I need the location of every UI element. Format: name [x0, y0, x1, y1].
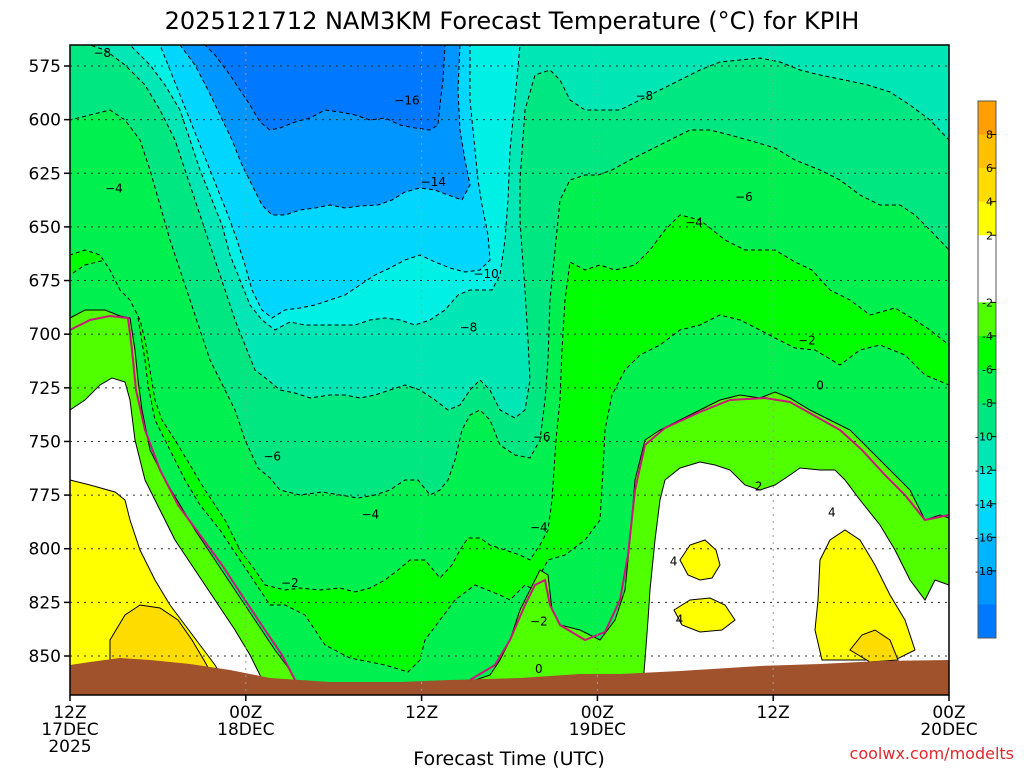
colorbar-label: -10 — [975, 431, 993, 444]
colorbar: 8 6 4 2 -2 -4 -6 -8 -10 -12 -14 -16 -18 — [975, 100, 997, 639]
freezing-line — [469, 396, 949, 681]
contour-label: −4 — [685, 216, 703, 230]
y-tick-label: 600 — [29, 111, 61, 131]
credit-text: coolwx.com/modelts — [850, 744, 1014, 763]
colorbar-band — [978, 537, 996, 572]
contour-label: −4 — [105, 181, 123, 195]
colorbar-band — [978, 604, 996, 639]
contour-label: −8 — [93, 46, 111, 60]
contour-label: −4 — [530, 520, 548, 534]
colorbar-label: -2 — [982, 296, 993, 309]
colorbar-band — [978, 101, 996, 136]
x-axis-label: Forecast Time (UTC) — [413, 748, 604, 768]
colorbar-label: 4 — [986, 196, 993, 209]
x-tick-label: 19DEC — [569, 720, 626, 740]
colorbar-band — [978, 302, 996, 337]
colorbar-band — [978, 470, 996, 505]
region-terrain — [70, 658, 949, 695]
contour-label: −2 — [530, 615, 548, 629]
contour-label: −6 — [735, 190, 753, 204]
contour-label: 4 — [828, 505, 836, 519]
region-temp-4 — [679, 539, 721, 581]
contour-fill-layer — [70, 45, 949, 695]
contour-label: 0 — [816, 379, 824, 393]
x-tick-label: 12Z — [405, 703, 438, 723]
colorbar-label: -14 — [975, 498, 993, 511]
colorbar-label: -8 — [982, 397, 993, 410]
y-tick-label: 750 — [29, 432, 61, 452]
colorbar-band — [978, 134, 996, 169]
colorbar-band — [978, 369, 996, 404]
colorbar-band — [978, 570, 996, 605]
contour-label: −8 — [460, 321, 478, 335]
x-tick-label: 12Z — [757, 703, 790, 723]
colorbar-label: -16 — [975, 531, 993, 544]
y-tick-label: 700 — [29, 325, 61, 345]
contour-label: −14 — [421, 175, 446, 189]
y-tick-label: 800 — [29, 540, 61, 560]
contour-label: −10 — [473, 267, 498, 281]
colorbar-label: -18 — [975, 565, 993, 578]
y-tick-label: 775 — [29, 486, 61, 506]
region-temp-4 — [673, 597, 736, 633]
x-tick-label: 12Z — [53, 703, 86, 723]
contour-label: 4 — [670, 555, 678, 569]
chart-title: 2025121712 NAM3KM Forecast Temperature (… — [165, 7, 860, 35]
colorbar-label: -12 — [975, 464, 993, 477]
contour-label: −2 — [281, 576, 299, 590]
colorbar-label: 8 — [986, 129, 993, 142]
colorbar-label: -4 — [982, 330, 993, 343]
colorbar-band — [978, 403, 996, 438]
y-tick-label: 575 — [29, 57, 61, 77]
colorbar-label: -6 — [982, 364, 993, 377]
contour-label-layer: −8 −4 −16 −14 −10 −8 −8 −6 −4 −2 0 2 4 4 4 −6 −6 −4 −4 −2 −2… — [93, 46, 835, 676]
contour-label: −6 — [533, 430, 551, 444]
colorbar-band — [978, 201, 996, 236]
contour-label: −4 — [361, 507, 379, 521]
contour-label: 4 — [676, 613, 684, 627]
x-tick-label: 20DEC — [920, 720, 977, 740]
y-tick-label: 850 — [29, 647, 61, 667]
plot-frame — [69, 44, 950, 696]
freezing-line — [70, 314, 296, 681]
x-tick-label: 00Z — [229, 703, 262, 723]
x-tick-label: 18DEC — [217, 720, 274, 740]
colorbar-band — [978, 235, 996, 270]
x-tick-label: 2025 — [48, 737, 91, 757]
colorbar-band — [978, 503, 996, 538]
x-tick-label: 17DEC — [41, 720, 98, 740]
colorbar-label: 2 — [986, 229, 993, 242]
colorbar-band — [978, 168, 996, 203]
y-tick-label: 675 — [29, 272, 61, 292]
colorbar-band — [978, 335, 996, 370]
x-tick-label: 00Z — [932, 703, 965, 723]
colorbar-label: 6 — [986, 162, 993, 175]
y-tick-label: 825 — [29, 593, 61, 613]
y-axis: 575 600 625 650 675 700 725 750 775 800 825 850 — [29, 57, 70, 667]
contour-label: 0 — [535, 662, 543, 676]
x-tick-label: 00Z — [581, 703, 614, 723]
contour-label: −2 — [798, 334, 816, 348]
region-temp-4 — [814, 529, 916, 661]
y-tick-label: 650 — [29, 218, 61, 238]
colorbar-band — [978, 268, 996, 303]
contour-label: −6 — [263, 449, 281, 463]
contour-label: 2 — [755, 480, 763, 494]
contour-label: −8 — [635, 89, 653, 103]
y-tick-label: 725 — [29, 379, 61, 399]
colorbar-band — [978, 436, 996, 471]
y-tick-label: 625 — [29, 164, 61, 184]
contour-label: −16 — [394, 93, 419, 107]
